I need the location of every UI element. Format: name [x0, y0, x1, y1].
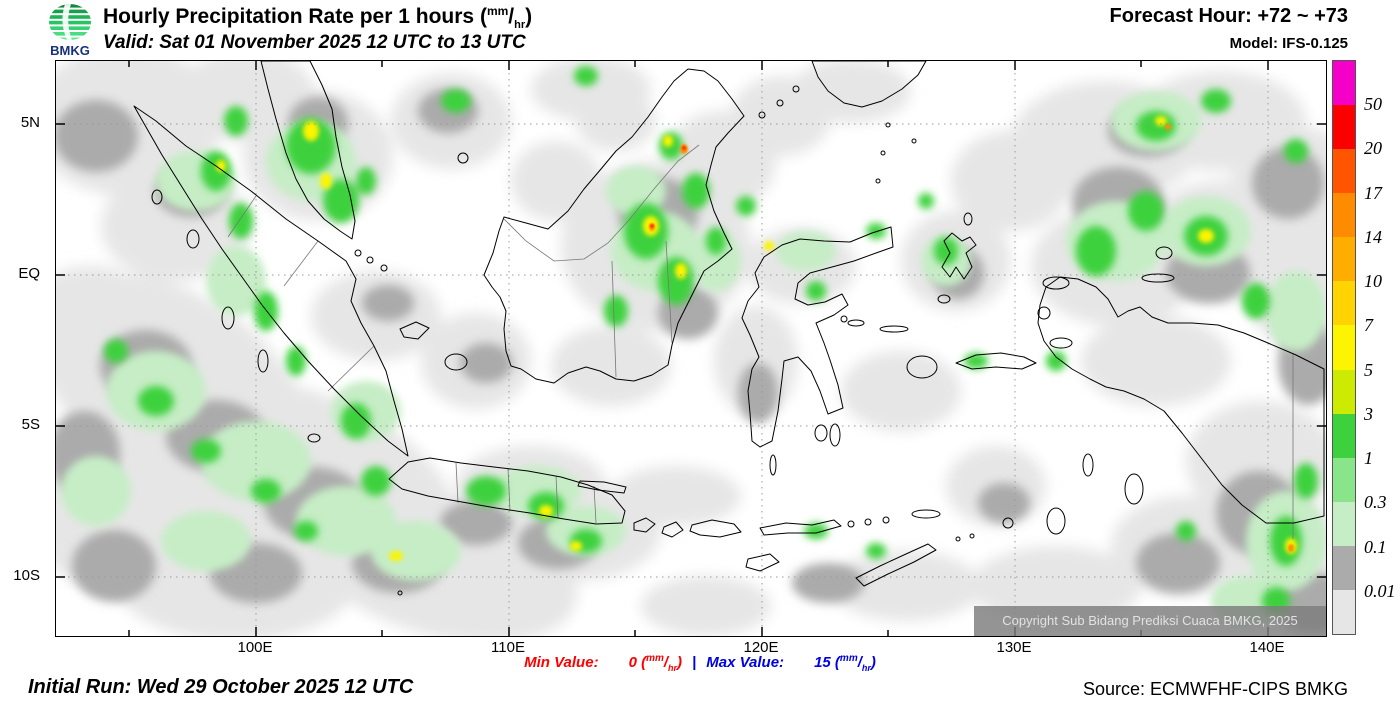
legend-tick-label: 20 — [1364, 138, 1382, 159]
axis-ticks — [56, 61, 1326, 636]
min-value-label: Min Value: — [524, 654, 599, 671]
max-value: 15 (mm/hr) — [814, 653, 876, 673]
legend-color-segment — [1333, 325, 1355, 370]
precipitation-layer — [56, 61, 1326, 636]
valid-time-label: Valid: Sat 01 November 2025 12 UTC to 13… — [103, 32, 526, 53]
y-axis-label: 5S — [21, 416, 40, 433]
legend-tick-label: 3 — [1364, 403, 1373, 424]
x-axis-label: 110E — [491, 639, 525, 656]
coastlines — [133, 61, 1325, 596]
title-unit: (mm/hr) — [479, 4, 533, 32]
x-axis-label: 130E — [996, 639, 1032, 656]
legend-color-segment — [1333, 105, 1355, 150]
legend-tick-label: 0.1 — [1364, 536, 1387, 557]
legend-color-segment — [1333, 369, 1355, 414]
admin-borders — [227, 144, 1294, 539]
legend-tick-label: 1 — [1364, 448, 1373, 469]
legend-labels: 50 20 17 14 10 7 5 3 1 0.3 0.1 0.01 — [1364, 60, 1400, 635]
map-area: Copyright Sub Bidang Prediksi Cuaca BMKG… — [55, 60, 1327, 637]
legend-tick-label: 7 — [1364, 315, 1373, 336]
map-canvas — [56, 61, 1326, 636]
x-axis-label: 100E — [237, 639, 273, 656]
legend-color-segment — [1333, 149, 1355, 194]
source-label: Source: ECMWFHF-CIPS BMKG — [1082, 679, 1348, 699]
y-axis-label: 5N — [20, 114, 40, 131]
bmkg-logo-text: BMKG — [50, 43, 90, 58]
legend-tick-label: 17 — [1364, 182, 1382, 203]
legend-tick-label: 0.3 — [1364, 492, 1387, 513]
legend-tick-label: 50 — [1364, 94, 1382, 115]
minmax-bar: Min Value: 0 (mm/hr) | Max Value: 15 (mm/hr) — [0, 653, 1400, 673]
max-value-label: Max Value: — [706, 654, 785, 671]
model-label: Model: IFS-0.125 — [1229, 35, 1348, 52]
legend-color-segment — [1333, 413, 1355, 458]
initial-run-label: Initial Run: Wed 29 October 2025 12 UTC — [28, 676, 414, 698]
legend-bar — [1332, 60, 1356, 635]
legend-color-segment — [1333, 61, 1355, 106]
legend-tick-label: 10 — [1364, 271, 1382, 292]
legend-color-segment — [1333, 281, 1355, 326]
x-axis-labels: 100E 110E 120E 130E 140E — [55, 639, 1325, 657]
min-value: 0 (mm/hr) — [628, 653, 683, 673]
legend-color-segment — [1333, 457, 1355, 502]
legend-tick-label: 14 — [1364, 226, 1382, 247]
legend-tick-label: 5 — [1364, 359, 1373, 380]
legend-color-segment — [1333, 501, 1355, 546]
legend-color-segment — [1333, 193, 1355, 238]
x-axis-label: 140E — [1249, 639, 1285, 656]
bmkg-logo-globe-icon: BMKG — [49, 4, 91, 58]
legend-color-segment — [1333, 237, 1355, 282]
bmkg-logo: BMKG — [44, 2, 96, 58]
y-axis-label: 10S — [13, 567, 40, 584]
copyright-watermark: Copyright Sub Bidang Prediksi Cuaca BMKG… — [974, 606, 1326, 636]
y-axis-labels: 5N EQ 5S 10S — [0, 60, 48, 635]
legend-tick-label: 0.01 — [1364, 580, 1396, 601]
minmax-separator: | — [692, 654, 697, 671]
y-axis-label: EQ — [18, 265, 40, 282]
page-title: Hourly Precipitation Rate per 1 hours (m… — [103, 4, 533, 32]
legend-color-segment — [1333, 545, 1355, 590]
legend-color-segment — [1333, 589, 1355, 635]
x-axis-label: 120E — [743, 639, 779, 656]
forecast-hour-label: Forecast Hour: +72 ~ +73 — [1109, 5, 1348, 27]
